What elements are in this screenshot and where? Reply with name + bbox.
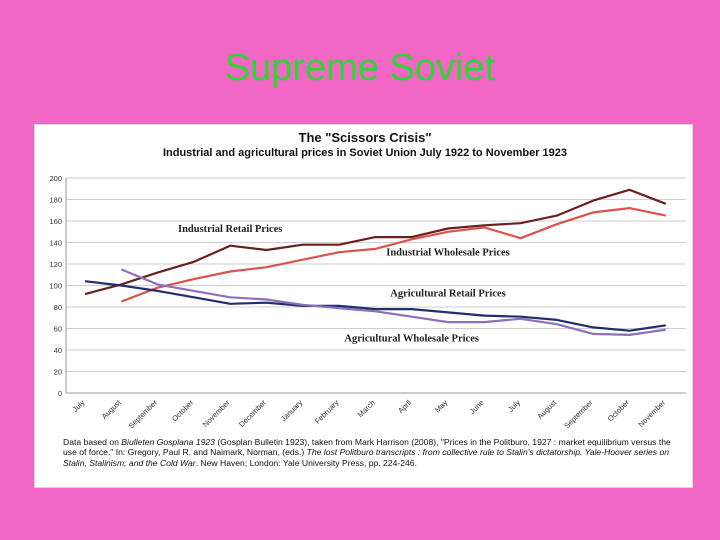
- x-tick-label: June: [468, 398, 486, 416]
- y-tick-label: 120: [49, 260, 62, 269]
- series-line-industrial-retail-prices: [84, 188, 667, 296]
- y-tick-label: 160: [49, 217, 62, 226]
- y-tick-label: 80: [54, 303, 62, 312]
- source-note-italic-1: Biulleten Gosplana 1923: [121, 437, 215, 447]
- series-annotation: Industrial Wholesale Prices: [386, 247, 509, 258]
- y-tick-label: 200: [49, 174, 62, 183]
- y-tick-label: 40: [54, 346, 62, 355]
- series-line-agricultural-retail-prices: [84, 280, 666, 332]
- x-tick-label: August: [100, 397, 124, 421]
- chart-subtitle: Industrial and agricultural prices in So…: [163, 147, 567, 159]
- scissors-crisis-chart: The "Scissors Crisis" Industrial and agr…: [49, 130, 686, 431]
- x-tick-label: May: [433, 398, 450, 415]
- x-tick-label: March: [356, 398, 377, 419]
- x-tick-label: April: [396, 398, 413, 415]
- y-tick-label: 20: [54, 368, 62, 377]
- x-tick-label: July: [71, 398, 87, 414]
- chart-title: The "Scissors Crisis": [299, 130, 432, 145]
- x-tick-label: July: [506, 398, 522, 414]
- source-note: Data based on Biulleten Gosplana 1923 (G…: [63, 437, 683, 468]
- chart-figure: The "Scissors Crisis" Industrial and agr…: [34, 124, 693, 488]
- x-tick-label: November: [201, 398, 232, 429]
- series-annotations: Industrial Retail Prices Industrial Whole…: [178, 224, 510, 345]
- x-tick-label: February: [313, 398, 341, 426]
- series-line-industrial-wholesale-prices: [120, 206, 667, 303]
- y-tick-label: 140: [49, 239, 62, 248]
- slide-title: Supreme Soviet: [224, 47, 496, 89]
- x-tick-label: December: [237, 398, 268, 429]
- source-note-part-1: Data based on: [63, 437, 122, 447]
- series-annotation: Industrial Retail Prices: [178, 224, 282, 235]
- series-annotation: Agricultural Retail Prices: [390, 288, 505, 299]
- source-note-part-2: (Gosplan Bulletin 1923), taken from Mark…: [63, 437, 671, 458]
- x-tick-label: October: [606, 398, 632, 424]
- series-line-agricultural-wholesale-prices: [120, 268, 666, 336]
- x-tick-label: October: [170, 398, 196, 424]
- y-tick-label: 60: [54, 325, 62, 334]
- y-tick-label: 100: [49, 282, 62, 291]
- y-tick-label: 0: [58, 389, 62, 398]
- y-tick-label: 180: [49, 196, 62, 205]
- x-tick-label: January: [279, 398, 304, 423]
- series-lines: [84, 188, 667, 336]
- series-annotation: Agricultural Wholesale Prices: [344, 333, 479, 344]
- x-tick-label: September: [562, 398, 595, 431]
- x-tick-label: November: [636, 398, 667, 429]
- x-tick-label: August: [535, 397, 559, 421]
- source-note-part-3: . New Haven; London: Yale University Pre…: [195, 457, 417, 468]
- x-tick-label: September: [127, 398, 160, 431]
- source-note-italic-2: The lost Politburo transcripts : from co…: [63, 447, 670, 468]
